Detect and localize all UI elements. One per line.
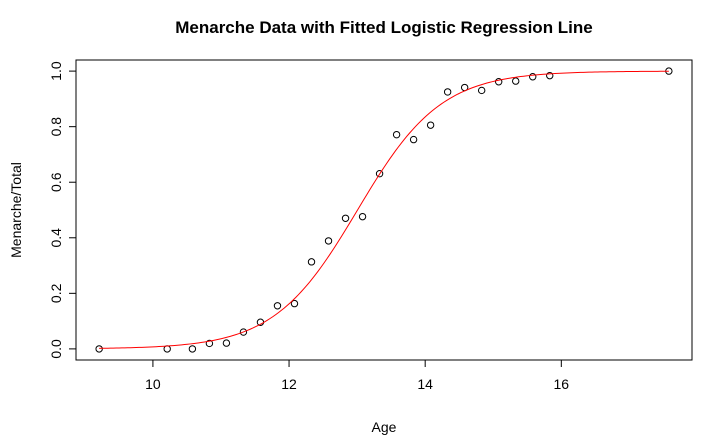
data-point [290,299,299,308]
x-tick-label: 10 [145,376,161,392]
data-point [222,339,231,347]
y-axis-label: Menarche/Total [8,162,24,258]
data-point [512,77,520,85]
x-tick-label: 12 [281,376,297,392]
x-axis: 10 12 14 16 [145,359,570,392]
y-tick-label: 0.6 [48,172,64,192]
data-points [95,67,673,353]
data-point [529,73,537,81]
data-point [409,135,418,144]
data-point [426,121,435,129]
data-point [358,212,367,221]
data-point [188,345,197,353]
x-tick-label: 14 [417,376,433,392]
chart-title: Menarche Data with Fitted Logistic Regre… [175,18,593,37]
data-point [546,71,554,80]
data-point [375,169,384,178]
data-point [443,88,452,96]
data-point [392,130,401,139]
x-tick-label: 16 [554,376,570,392]
fitted-logistic-curve [99,70,669,349]
data-point [477,86,486,95]
y-tick-label: 0.0 [48,339,64,359]
y-axis: 0.0 0.2 0.4 0.6 0.8 1.0 [48,61,77,359]
data-point [95,345,103,353]
data-point [239,328,248,336]
data-point [273,302,282,310]
data-point [307,258,316,266]
y-tick-label: 0.8 [48,117,64,137]
data-point [205,339,214,348]
data-point [324,237,333,245]
y-tick-label: 1.0 [48,61,64,81]
y-tick-label: 0.4 [48,228,64,248]
y-tick-label: 0.2 [48,283,64,303]
data-point [341,214,350,222]
x-axis-label: Age [372,419,397,435]
plot-area-frame [75,59,693,361]
data-point [494,78,503,86]
